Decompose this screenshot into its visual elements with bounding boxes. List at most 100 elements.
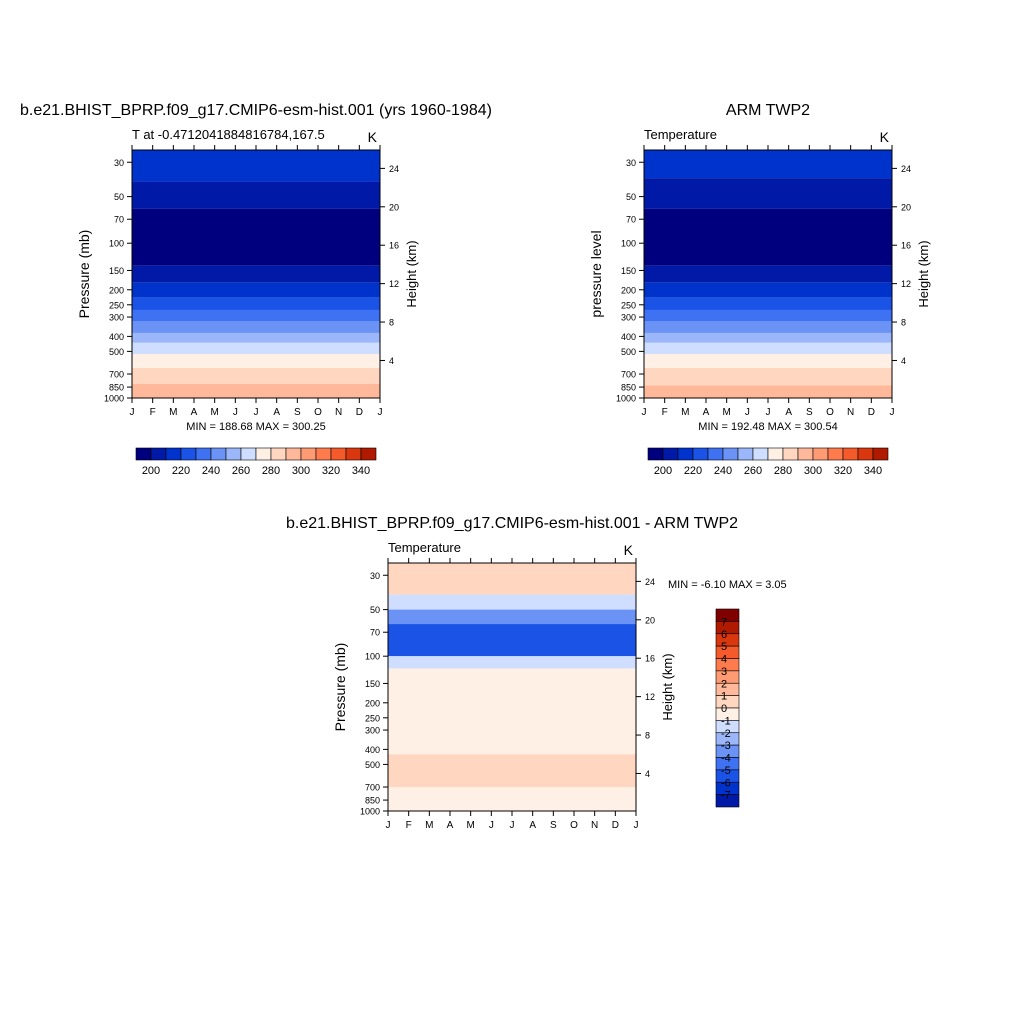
y-tick-label: 400 [621, 332, 636, 342]
contour-band [388, 609, 636, 625]
colorbar-box [812, 447, 829, 461]
contour-band [644, 150, 892, 179]
y2-tick-label: 8 [901, 318, 906, 328]
x-tick-label: O [314, 407, 322, 418]
x-tick-label: F [150, 407, 156, 418]
contour-band [132, 354, 380, 368]
contour-band [132, 150, 380, 182]
colorbar-box [715, 670, 740, 684]
colorbar-box [715, 645, 740, 659]
x-tick-label: S [806, 407, 813, 418]
colorbar-box [255, 447, 272, 461]
colorbar-box [722, 447, 739, 461]
y-tick-label: 100 [621, 239, 636, 249]
colorbar-label: 4 [721, 654, 727, 666]
y-tick-label: 70 [114, 215, 124, 225]
colorbar-label: 200 [654, 465, 672, 477]
y-tick-label: 50 [370, 605, 380, 615]
x-tick-label: A [529, 820, 536, 831]
x-tick-label: F [406, 820, 412, 831]
colorbar-label: 7 [721, 616, 727, 628]
y-tick-label: 50 [114, 192, 124, 202]
y2-tick-label: 8 [645, 731, 650, 741]
x-tick-label: O [826, 407, 834, 418]
colorbar-label: 280 [774, 465, 792, 477]
x-tick-label: A [703, 407, 710, 418]
colorbar-label: 6 [721, 629, 727, 641]
colorbar-label: 0 [721, 703, 727, 715]
y2-tick-label: 16 [389, 241, 399, 251]
contour-band [388, 624, 636, 657]
colorbar-label: 300 [804, 465, 822, 477]
y-tick-label: 300 [109, 313, 124, 323]
panel-model: J F M A M J J A S O N D J 30 50 70 100 150 200 250 300 400 500… [20, 102, 492, 477]
contour-band [132, 181, 380, 209]
panel-obs: J F M A M J J A S O N D J 30 50 70 100 150 200 250 300 400 500… [588, 102, 931, 477]
colorbar-box [225, 447, 242, 461]
y-tick-label: 70 [370, 628, 380, 638]
colorbar-box [707, 447, 724, 461]
colorbar-label: 200 [142, 465, 160, 477]
x-tick-label: J [386, 820, 391, 831]
x-tick-label: J [489, 820, 494, 831]
x-tick-label: A [447, 820, 454, 831]
y-tick-label: 30 [114, 158, 124, 168]
x-tick-label: J [890, 407, 895, 418]
y-tick-label: 30 [370, 571, 380, 581]
min-max-stats: MIN = 188.68 MAX = 300.25 [186, 421, 325, 433]
colorbar-label: 340 [352, 465, 370, 477]
contour-band [644, 265, 892, 283]
colorbar-box [715, 658, 740, 672]
chart-title: b.e21.BHIST_BPRP.f09_g17.CMIP6-esm-hist.… [286, 515, 738, 532]
contour-band [388, 594, 636, 610]
colorbar-box [782, 447, 799, 461]
y2-tick-label: 24 [389, 164, 399, 174]
contour-band [132, 342, 380, 355]
y-tick-label: 250 [621, 300, 636, 310]
contour-band [132, 282, 380, 298]
y-axis-label: Pressure (mb) [76, 230, 92, 319]
min-max-stats: MIN = 192.48 MAX = 300.54 [698, 421, 837, 433]
y-tick-label: 1000 [104, 394, 124, 404]
contour-band [132, 332, 380, 343]
colorbar-box [797, 447, 814, 461]
colorbar-label: 2 [721, 678, 727, 690]
y-tick-label: 100 [109, 239, 124, 249]
y-tick-label: 700 [365, 783, 380, 793]
chart-title: b.e21.BHIST_BPRP.f09_g17.CMIP6-esm-hist.… [20, 102, 492, 119]
colorbar-label: 240 [714, 465, 732, 477]
x-tick-label: M [466, 820, 474, 831]
x-tick-label: M [425, 820, 433, 831]
chart-units: K [880, 129, 890, 145]
y2-tick-label: 8 [389, 318, 394, 328]
y-tick-label: 150 [109, 266, 124, 276]
y2-tick-label: 20 [645, 615, 655, 625]
x-tick-label: M [722, 407, 730, 418]
colorbar-box [210, 447, 227, 461]
y2-tick-label: 4 [645, 769, 650, 779]
colorbar-box [872, 447, 889, 461]
colorbar-label: -1 [721, 715, 731, 727]
y-tick-label: 400 [109, 332, 124, 342]
colorbar-box [715, 621, 740, 635]
contour-band [644, 297, 892, 310]
colorbar-label: 240 [202, 465, 220, 477]
contour-band [132, 297, 380, 310]
contour-band [132, 265, 380, 283]
y-tick-label: 250 [365, 713, 380, 723]
chart-left-string: Temperature [388, 540, 461, 555]
y-tick-label: 200 [365, 698, 380, 708]
x-tick-label: A [785, 407, 792, 418]
x-tick-label: M [169, 407, 177, 418]
colorbar-box [180, 447, 197, 461]
colorbar-box [300, 447, 317, 461]
x-tick-label: J [766, 407, 771, 418]
contour-band [644, 332, 892, 343]
colorbar-box [330, 447, 347, 461]
panel-difference: J F M A M J J A S O N D J305070100150200250300400500… [286, 515, 787, 831]
colorbar-label: 1 [721, 691, 727, 703]
colorbar-label: -2 [721, 728, 731, 740]
colorbar-box [677, 447, 694, 461]
y-tick-label: 400 [365, 745, 380, 755]
contour-band [388, 563, 636, 595]
